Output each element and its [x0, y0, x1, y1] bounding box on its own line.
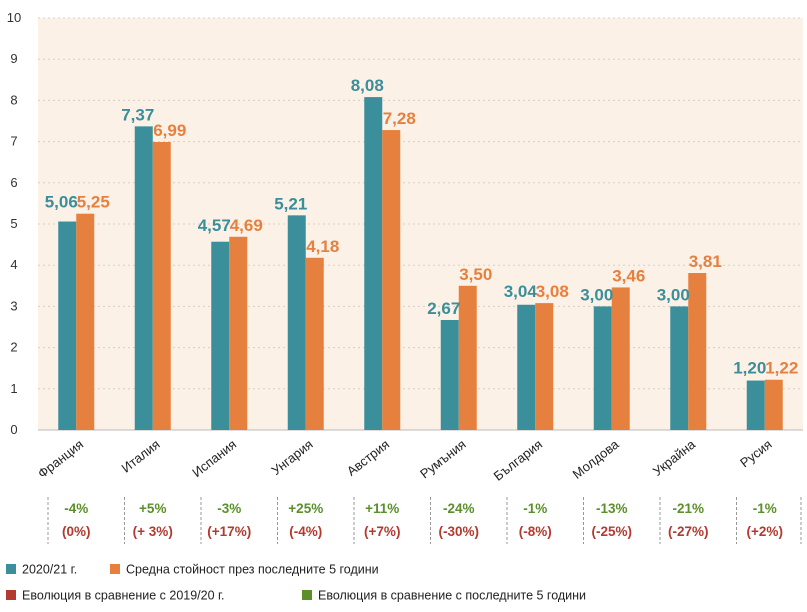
- bar-series1: [670, 306, 689, 430]
- data-label-series2: 4,18: [306, 237, 339, 256]
- y-tick-label: 2: [10, 340, 17, 355]
- category-label: Австрия: [344, 437, 392, 479]
- category-label: Русия: [737, 437, 774, 471]
- y-tick-label: 6: [10, 175, 17, 190]
- data-label-series2: 3,81: [689, 252, 722, 271]
- bar-series2: [535, 303, 554, 430]
- category-label: Унгария: [268, 437, 315, 478]
- category-label: Румъния: [417, 437, 468, 482]
- category-label: Испания: [189, 437, 239, 481]
- data-label-series2: 6,99: [153, 121, 186, 140]
- data-label-series2: 7,28: [383, 109, 416, 128]
- data-label-series1: 3,00: [580, 285, 613, 304]
- bar-series1: [440, 319, 459, 430]
- data-label-series1: 3,04: [504, 282, 538, 301]
- category-label: Франция: [35, 437, 86, 482]
- legend-label: Средна стойност през последните 5 години: [126, 563, 379, 577]
- bar-series1: [746, 380, 765, 430]
- bar-series1: [58, 221, 77, 430]
- evolution-5y-value: -13%: [596, 501, 628, 516]
- y-tick-label: 5: [10, 216, 17, 231]
- data-label-series1: 1,20: [733, 359, 766, 378]
- data-label-series2: 3,46: [612, 266, 645, 285]
- bar-series2: [305, 257, 324, 430]
- y-tick-label: 8: [10, 92, 17, 107]
- data-label-series1: 8,08: [351, 76, 384, 95]
- legend-label: Еволюция в сравнение с 2019/20 г.: [22, 589, 225, 603]
- evolution-prev-year-value: (-30%): [438, 524, 479, 539]
- data-label-series2: 3,50: [459, 265, 492, 284]
- data-label-series1: 3,00: [657, 285, 690, 304]
- bar-series2: [229, 236, 248, 430]
- bar-series2: [688, 273, 707, 430]
- legend-swatch: [6, 564, 16, 574]
- y-tick-label: 4: [10, 257, 17, 272]
- evolution-5y-value: -24%: [443, 501, 475, 516]
- data-label-series1: 4,57: [198, 216, 231, 235]
- y-tick-label: 7: [10, 134, 17, 149]
- evolution-5y-value: -1%: [523, 501, 547, 516]
- legend-swatch: [302, 590, 312, 600]
- legend-label: Еволюция в сравнение с последните 5 годи…: [318, 589, 586, 603]
- bar-series1: [134, 126, 153, 430]
- evolution-prev-year-value: (-25%): [591, 524, 632, 539]
- bar-series1: [211, 241, 230, 430]
- y-tick-label: 10: [7, 10, 21, 25]
- legend-swatch: [6, 590, 16, 600]
- bar-series2: [152, 142, 171, 430]
- evolution-5y-value: -21%: [672, 501, 704, 516]
- evolution-prev-year-value: (-27%): [668, 524, 709, 539]
- category-label: Украйна: [650, 436, 699, 479]
- bar-series2: [764, 379, 783, 430]
- data-label-series1: 7,37: [121, 105, 154, 124]
- bar-series1: [287, 215, 306, 430]
- category-label: България: [491, 437, 546, 484]
- category-label: Молдова: [570, 436, 623, 482]
- legend-swatch: [110, 564, 120, 574]
- evolution-5y-value: -3%: [217, 501, 241, 516]
- bar-series2: [76, 213, 95, 430]
- y-tick-label: 9: [10, 51, 17, 66]
- data-label-series1: 2,67: [427, 299, 460, 318]
- evolution-prev-year-value: (+2%): [747, 524, 783, 539]
- data-label-series1: 5,06: [45, 193, 78, 212]
- legend-label: 2020/21 г.: [22, 563, 77, 577]
- evolution-prev-year-value: (+7%): [364, 524, 400, 539]
- bar-series2: [458, 285, 477, 430]
- data-label-series2: 4,69: [230, 216, 263, 235]
- evolution-5y-value: +25%: [288, 501, 323, 516]
- y-tick-label: 0: [10, 422, 17, 437]
- data-label-series2: 1,22: [765, 359, 798, 378]
- y-tick-label: 3: [10, 298, 17, 313]
- data-label-series2: 5,25: [77, 193, 110, 212]
- evolution-prev-year-value: (0%): [62, 524, 91, 539]
- evolution-5y-value: +5%: [139, 501, 166, 516]
- evolution-prev-year-value: (-8%): [519, 524, 552, 539]
- data-label-series2: 3,08: [536, 282, 569, 301]
- evolution-5y-value: +11%: [365, 501, 399, 516]
- category-label: Италия: [118, 437, 162, 476]
- bar-series2: [611, 287, 630, 430]
- evolution-prev-year-value: (+ 3%): [133, 524, 173, 539]
- bar-series1: [593, 306, 612, 430]
- bar-series1: [364, 97, 383, 430]
- bar-series1: [517, 304, 536, 430]
- data-label-series1: 5,21: [274, 194, 307, 213]
- evolution-prev-year-value: (+17%): [207, 524, 251, 539]
- evolution-5y-value: -1%: [753, 501, 777, 516]
- y-tick-label: 1: [10, 381, 17, 396]
- bar-series2: [382, 130, 401, 430]
- evolution-5y-value: -4%: [64, 501, 88, 516]
- evolution-prev-year-value: (-4%): [289, 524, 322, 539]
